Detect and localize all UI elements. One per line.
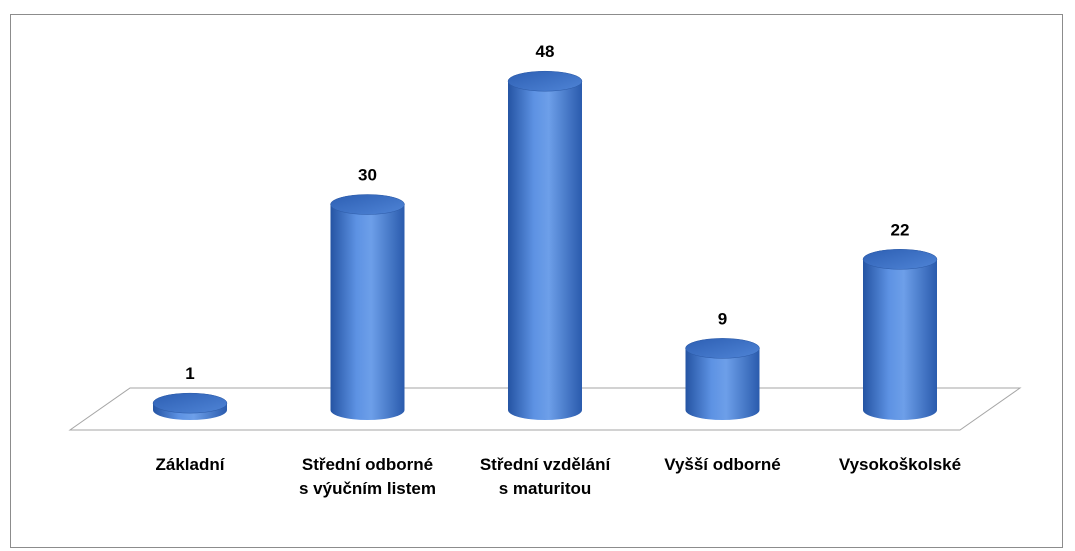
category-label: Střední odborné s výučním listem [298,455,436,498]
value-label: 30 [358,166,377,185]
value-label: 22 [891,220,910,239]
value-label: 9 [718,309,727,328]
bar [508,71,582,420]
bar [863,249,937,420]
bar-top [862,249,938,270]
bar-top [507,70,583,92]
chart-border [10,14,1063,548]
bar [330,194,405,420]
value-label: 1 [185,364,194,383]
category-label: Vysokoškolské [838,455,962,474]
bar-top [152,392,228,414]
category-label: Základní [155,455,225,474]
bar [685,338,760,420]
bar-top [685,338,760,359]
category-label: Vyšší odborné [664,455,781,474]
bar-top [330,194,405,215]
category-label: Střední vzdělání s maturitou [479,455,611,498]
value-label: 48 [536,42,555,61]
